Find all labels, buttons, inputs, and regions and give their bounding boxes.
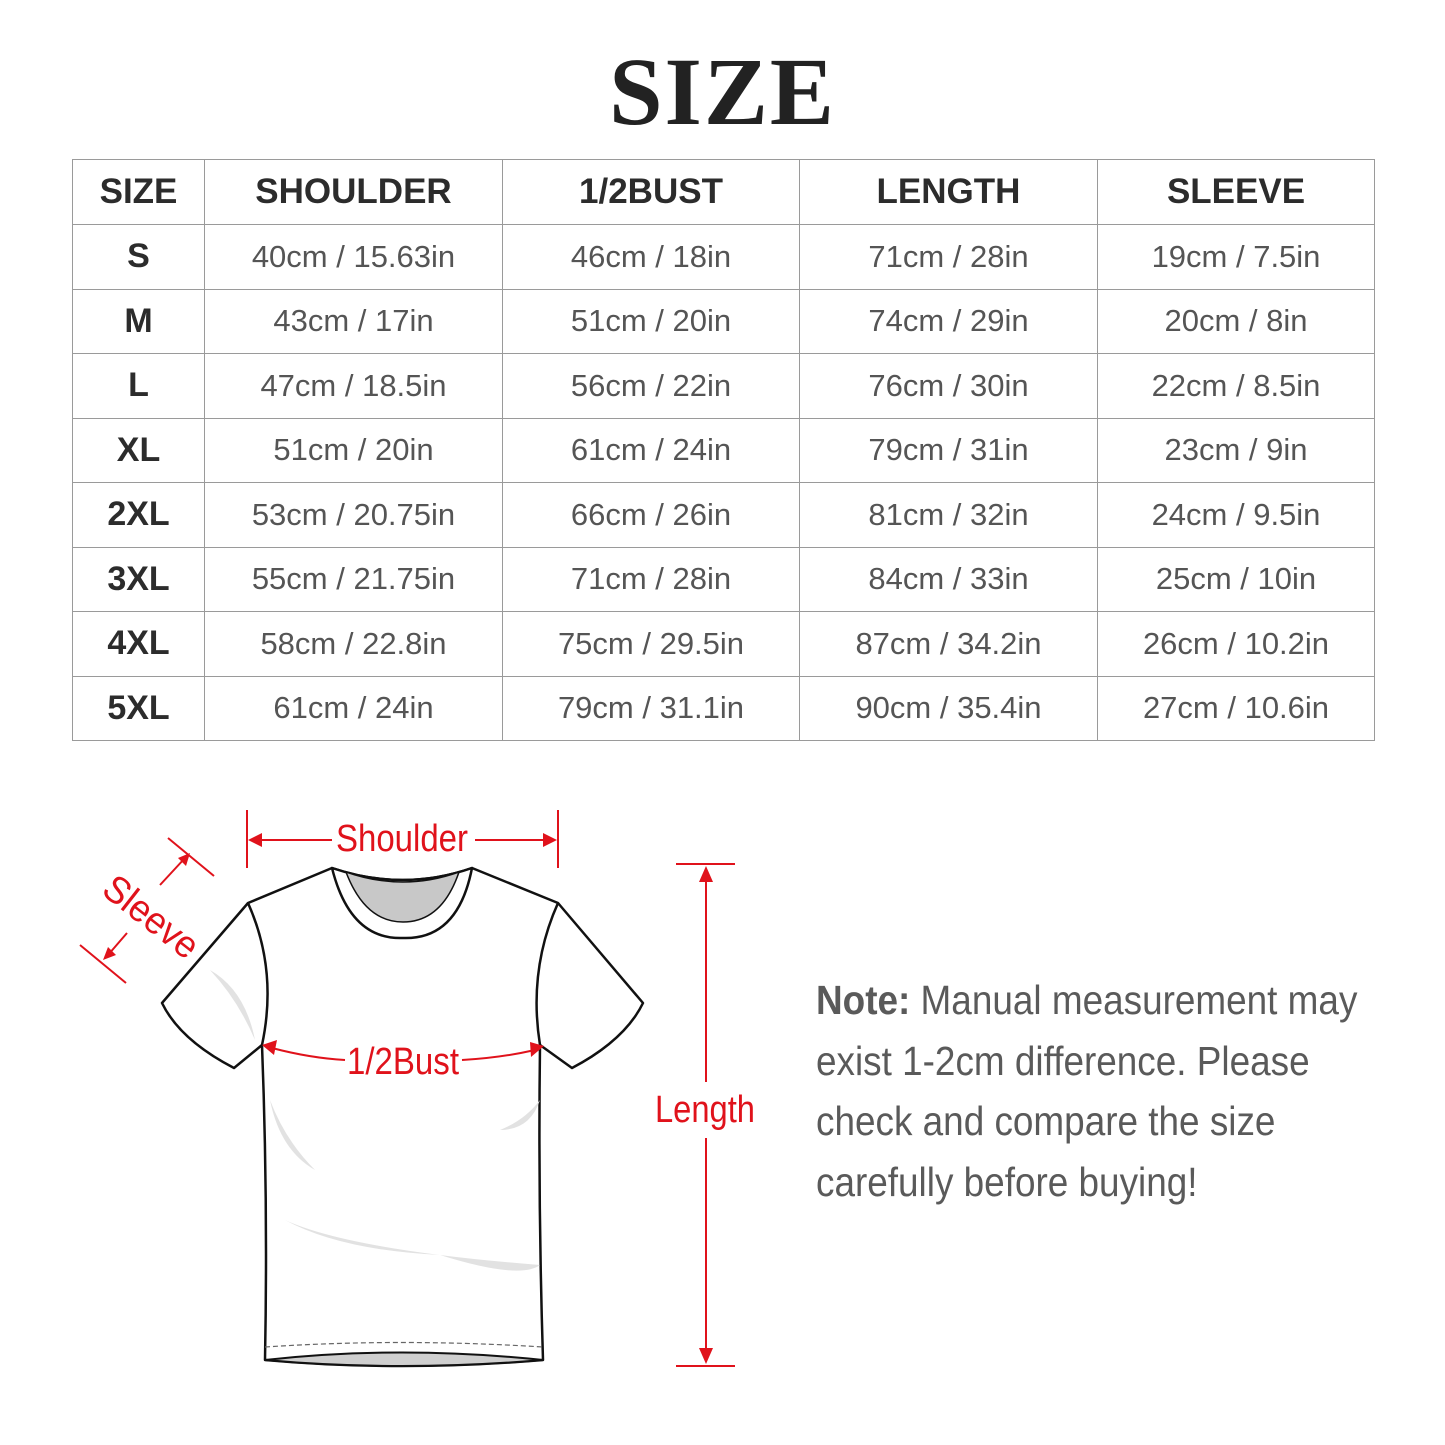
- size-cell: 3XL: [72, 546, 205, 612]
- header-sleeve: SLEEVE: [1097, 159, 1375, 225]
- table-row: 5XL 61cm / 24in 79cm / 31.1in 90cm / 35.4in…: [72, 675, 1375, 741]
- shoulder-label: Shoulder: [336, 818, 468, 860]
- table-row: XL 51cm / 20in 61cm / 24in 79cm / 31in 23cm …: [72, 417, 1375, 483]
- measurement-cell: 55cm / 21.75in: [204, 546, 503, 612]
- size-cell: M: [72, 288, 205, 354]
- size-table: SIZE SHOULDER 1/2BUST LENGTH SLEEVE S 40c…: [72, 159, 1375, 741]
- measurement-cell: 23cm / 9in: [1097, 417, 1375, 483]
- table-header-row: SIZE SHOULDER 1/2BUST LENGTH SLEEVE: [72, 159, 1375, 225]
- note-body: Manual measurement may exist 1-2cm diffe…: [816, 977, 1358, 1205]
- measurement-cell: 61cm / 24in: [502, 417, 800, 483]
- measurement-cell: 53cm / 20.75in: [204, 482, 503, 548]
- measurement-cell: 19cm / 7.5in: [1097, 224, 1375, 290]
- size-cell: L: [72, 353, 205, 419]
- size-cell: 5XL: [72, 675, 205, 741]
- length-label: Length: [655, 1089, 755, 1131]
- size-cell: S: [72, 224, 205, 290]
- measurement-cell: 58cm / 22.8in: [204, 611, 503, 677]
- measurement-cell: 74cm / 29in: [799, 288, 1098, 354]
- measurement-cell: 71cm / 28in: [502, 546, 800, 612]
- measurement-cell: 61cm / 24in: [204, 675, 503, 741]
- header-size: SIZE: [72, 159, 205, 225]
- header-bust: 1/2BUST: [502, 159, 800, 225]
- measurement-cell: 40cm / 15.63in: [204, 224, 503, 290]
- header-length: LENGTH: [799, 159, 1098, 225]
- measurement-markers: [79, 810, 735, 1367]
- measurement-cell: 51cm / 20in: [502, 288, 800, 354]
- page-title: SIZE: [609, 38, 836, 145]
- table-row: L 47cm / 18.5in 56cm / 22in 76cm / 30in 22cm…: [72, 353, 1375, 419]
- measurement-cell: 71cm / 28in: [799, 224, 1098, 290]
- note-text: Note: Manual measurement may exist 1-2cm…: [816, 970, 1392, 1212]
- measurement-cell: 24cm / 9.5in: [1097, 482, 1375, 548]
- measurement-cell: 46cm / 18in: [502, 224, 800, 290]
- measurement-cell: 27cm / 10.6in: [1097, 675, 1375, 741]
- tshirt-icon: [160, 866, 645, 1368]
- measurement-cell: 51cm / 20in: [204, 417, 503, 483]
- tshirt-diagram: Shoulder Sleeve 1/2Bust Length: [79, 810, 755, 1368]
- measurement-cell: 47cm / 18.5in: [204, 353, 503, 419]
- measurement-cell: 26cm / 10.2in: [1097, 611, 1375, 677]
- bust-label: 1/2Bust: [347, 1041, 459, 1083]
- measurement-cell: 20cm / 8in: [1097, 288, 1375, 354]
- measurement-cell: 56cm / 22in: [502, 353, 800, 419]
- table-row: S 40cm / 15.63in 46cm / 18in 71cm / 28in 19c…: [72, 224, 1375, 290]
- measurement-cell: 90cm / 35.4in: [799, 675, 1098, 741]
- measurement-cell: 87cm / 34.2in: [799, 611, 1098, 677]
- note-label: Note:: [816, 977, 911, 1023]
- size-cell: 2XL: [72, 482, 205, 548]
- header-shoulder: SHOULDER: [204, 159, 503, 225]
- measurement-cell: 22cm / 8.5in: [1097, 353, 1375, 419]
- measurement-cell: 79cm / 31in: [799, 417, 1098, 483]
- measurement-cell: 84cm / 33in: [799, 546, 1098, 612]
- measurement-cell: 75cm / 29.5in: [502, 611, 800, 677]
- measurement-cell: 79cm / 31.1in: [502, 675, 800, 741]
- measurement-cell: 81cm / 32in: [799, 482, 1098, 548]
- measurement-cell: 25cm / 10in: [1097, 546, 1375, 612]
- table-row: 3XL 55cm / 21.75in 71cm / 28in 84cm / 33in 2…: [72, 546, 1375, 612]
- measurement-cell: 76cm / 30in: [799, 353, 1098, 419]
- size-cell: 4XL: [72, 611, 205, 677]
- table-row: M 43cm / 17in 51cm / 20in 74cm / 29in 20cm /…: [72, 288, 1375, 354]
- measurement-cell: 66cm / 26in: [502, 482, 800, 548]
- measurement-cell: 43cm / 17in: [204, 288, 503, 354]
- table-row: 2XL 53cm / 20.75in 66cm / 26in 81cm / 32in 2…: [72, 482, 1375, 548]
